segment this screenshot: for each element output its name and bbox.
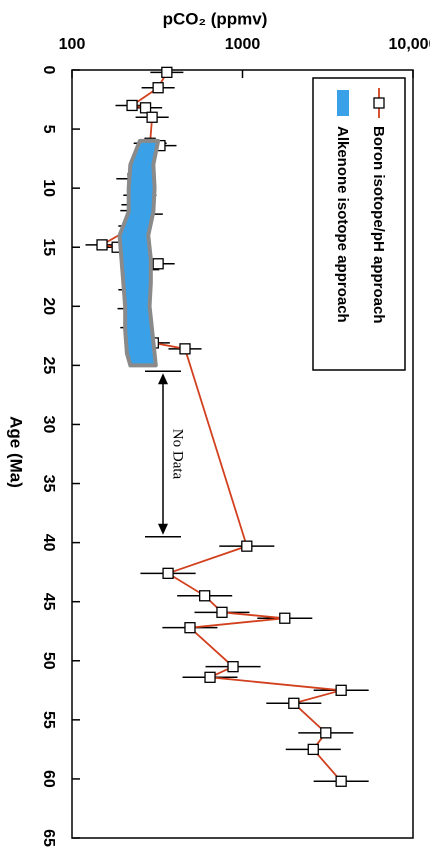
y-tick-label: 5 — [40, 125, 57, 134]
boron-point — [288, 697, 300, 709]
boron-point — [335, 684, 347, 696]
y-tick-label: 45 — [40, 593, 57, 611]
y-tick-label: 20 — [40, 297, 57, 315]
y-tick-label: 40 — [40, 534, 57, 552]
boron-point — [179, 343, 191, 355]
x-tick-label: 10,000 — [389, 36, 430, 53]
boron-point — [335, 775, 347, 787]
legend-box — [312, 77, 406, 371]
boron-point — [96, 239, 108, 251]
boron-point — [307, 743, 319, 756]
y-tick-label: 15 — [40, 238, 57, 256]
y-tick-label: 25 — [40, 356, 57, 374]
boron-point — [199, 590, 211, 602]
legend-label: Alkenone isotope approach — [334, 126, 351, 323]
boron-point — [204, 671, 216, 683]
boron-point — [161, 66, 173, 79]
boron-point — [152, 82, 164, 94]
x-tick-label: 1000 — [225, 36, 261, 53]
y-tick-label: 10 — [40, 179, 57, 197]
chart-title: pCO₂ (ppmv) — [163, 9, 268, 28]
y-tick-label: 60 — [40, 770, 57, 788]
boron-point — [241, 540, 253, 552]
boron-point — [146, 111, 158, 123]
annotation-text: No Data — [170, 429, 186, 480]
boron-point — [152, 258, 164, 270]
legend-swatch — [373, 97, 385, 109]
alkenone-band — [117, 138, 161, 368]
legend: Boron isotope/pH approach Alkenone isotop… — [312, 77, 406, 371]
boron-point — [162, 567, 174, 579]
boron-point — [216, 606, 228, 618]
boron-point — [184, 622, 196, 634]
boron-point — [320, 727, 332, 739]
legend-swatch — [337, 90, 349, 116]
boron-point — [126, 99, 138, 112]
arrow-head — [158, 373, 168, 385]
y-tick-label: 30 — [40, 416, 57, 434]
y-tick-label: 35 — [40, 475, 57, 493]
boron-point — [139, 102, 152, 114]
x-tick-label: 100 — [59, 36, 86, 53]
arrow-head — [158, 523, 168, 535]
legend-label: Boron isotope/pH approach — [370, 126, 387, 324]
boron-point — [279, 612, 291, 624]
y-tick-label: 65 — [40, 829, 57, 847]
y-tick-label: 50 — [40, 652, 57, 670]
y-axis-label: Age (Ma) — [7, 416, 26, 488]
y-tick-label: 0 — [40, 66, 57, 75]
y-tick-label: 55 — [40, 711, 57, 729]
boron-point — [227, 661, 239, 673]
